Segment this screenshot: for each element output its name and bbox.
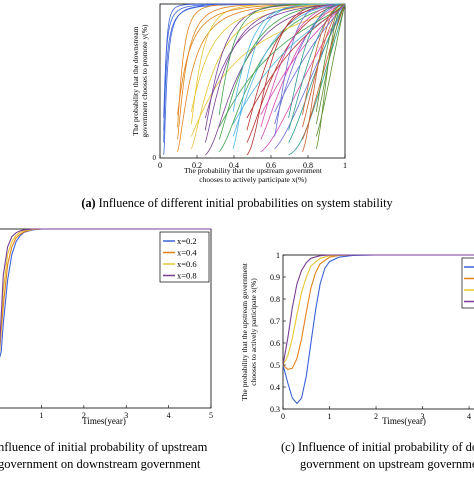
panel-a-y-tick-label: 0 xyxy=(153,154,157,162)
panel-c-x-tick-label: 1 xyxy=(328,412,332,421)
caption-a-label: (a) xyxy=(81,196,96,210)
panel-a-trajectory xyxy=(260,7,344,153)
panel-a-x-tick-label: 0 xyxy=(158,161,162,170)
panel-c-series xyxy=(282,254,474,405)
panel-a-trajectory xyxy=(315,3,346,137)
panel-c-series-line xyxy=(282,254,474,405)
panel-a-trajectory xyxy=(177,3,324,152)
panel-c-x-ticks: 0 1 2 3 4 xyxy=(281,406,471,421)
panel-a-trajectory xyxy=(163,5,205,155)
panel-c-y-tick-label: 0.8 xyxy=(270,295,280,304)
panel-c-y-tick-label: 0.9 xyxy=(270,273,280,282)
panel-b-x-tick-label: 2 xyxy=(82,411,86,420)
panel-c-series-line xyxy=(282,254,474,366)
panel-c-legend-entries xyxy=(464,266,474,303)
panel-c-series-line xyxy=(282,254,474,371)
panel-b-x-tick-label: 1 xyxy=(39,411,43,420)
panel-b-x-tick-label: 4 xyxy=(167,411,171,420)
panel-b-legend-label: x=0.4 xyxy=(177,248,197,258)
panel-b-legend-label: x=0.8 xyxy=(177,271,197,281)
panel-b-legend: x=0.2 x=0.4x=0.6 x=0.8 xyxy=(159,231,210,283)
panel-a-trajectory xyxy=(274,3,345,125)
panel-c-series-line xyxy=(282,254,474,366)
panel-c-ylabel-line2: chooses to actively participate x(%) xyxy=(249,278,258,386)
panel-a-xlabel-line1: The probability that the upstream govern… xyxy=(184,166,323,175)
panel-c-ylabel: The probability that the upstream govern… xyxy=(240,262,258,401)
panel-a-x-tick-label: 1 xyxy=(343,161,347,170)
panel-c-y-tick-label: 1 xyxy=(276,251,280,260)
panel-c-y-tick-label: 0.7 xyxy=(270,317,280,326)
panel-c-y-tick-label: 0.5 xyxy=(270,361,280,370)
caption-a-text: Influence of different initial probabili… xyxy=(98,196,393,210)
caption-b-line2: government on downstream government xyxy=(0,457,201,471)
panel-a-x-tick-label: 0.8 xyxy=(303,161,313,170)
panel-a-x-ticks: 0 0.2 0.4 0.6 0.8 1 xyxy=(158,155,347,170)
panel-a-x-tick-label: 0.6 xyxy=(266,161,276,170)
panel-c-x-tick-label: 2 xyxy=(374,412,378,421)
panel-a-trajectory xyxy=(163,3,309,119)
panel-c-x-tick-label: 4 xyxy=(467,412,471,421)
caption-c-line1: (c) Influence of initial probability of … xyxy=(281,440,474,454)
panel-b-series xyxy=(0,228,211,359)
caption-b-line1: nfluence of initial probability of upstr… xyxy=(0,440,208,454)
panel-b-legend-label: x=0.2 xyxy=(177,236,197,246)
panel-c-ylabel-line1: The probability that the upstream govern… xyxy=(240,262,249,401)
panel-a: 0 0.2 0.4 0.6 0.8 1 0 The probability that th… xyxy=(131,3,347,184)
panel-b-x-tick-label: 5 xyxy=(209,411,213,420)
panel-b-legend-entries: x=0.2 x=0.4x=0.6 x=0.8 xyxy=(163,236,197,281)
panel-a-trajectory xyxy=(315,3,345,112)
panel-b-xlabel: Times(year) xyxy=(82,416,126,426)
panel-a-trajectories xyxy=(163,3,346,156)
panel-b: 1 2 3 4 5 Times(year) x=0.2 x=0.4x=0.6 x=0.8 xyxy=(0,228,213,426)
panel-a-trajectory xyxy=(191,3,343,149)
panel-b-x-ticks: 1 2 3 4 5 xyxy=(39,405,213,420)
panel-c-y-tick-label: 0.6 xyxy=(270,339,280,348)
panel-b-legend-label: x=0.6 xyxy=(177,259,197,269)
panel-c-y-tick-label: 0.4 xyxy=(270,383,280,392)
panel-b-x-tick-label: 3 xyxy=(124,411,128,420)
panel-c-x-tick-label: 3 xyxy=(421,412,425,421)
panel-c-xlabel: Times(year) xyxy=(382,416,426,426)
panel-c-axes-box xyxy=(282,254,474,410)
panel-c-y-tick-label: 0.3 xyxy=(270,405,280,414)
panel-a-x-tick-label: 0.4 xyxy=(229,161,239,170)
panel-a-xlabel-line2: chooses to actively participate x(%) xyxy=(199,175,307,184)
panel-c-legend-box xyxy=(461,257,474,309)
caption-a: (a) Influence of different initial proba… xyxy=(0,196,474,211)
panel-c-x-tick-label: 0 xyxy=(281,412,285,421)
panel-a-ylabel-line2: government chooses to promote y(%) xyxy=(140,24,149,137)
panel-c: 0 1 2 3 4 0.3 0.4 0.5 0.6 0.7 0.8 0.9 1 Times(year)… xyxy=(240,251,474,426)
panel-a-ylabel: The probability that the downstream gove… xyxy=(131,24,149,137)
panel-a-ylabel-line1: The probability that the downstream xyxy=(131,26,140,135)
panel-c-y-ticks: 0.3 0.4 0.5 0.6 0.7 0.8 0.9 1 xyxy=(270,251,286,414)
panel-c-legend xyxy=(461,257,474,309)
panel-a-x-tick-label: 0.2 xyxy=(192,161,202,170)
caption-c-line2: government on upstream governme xyxy=(300,457,474,471)
panel-b-series-line xyxy=(0,228,211,351)
